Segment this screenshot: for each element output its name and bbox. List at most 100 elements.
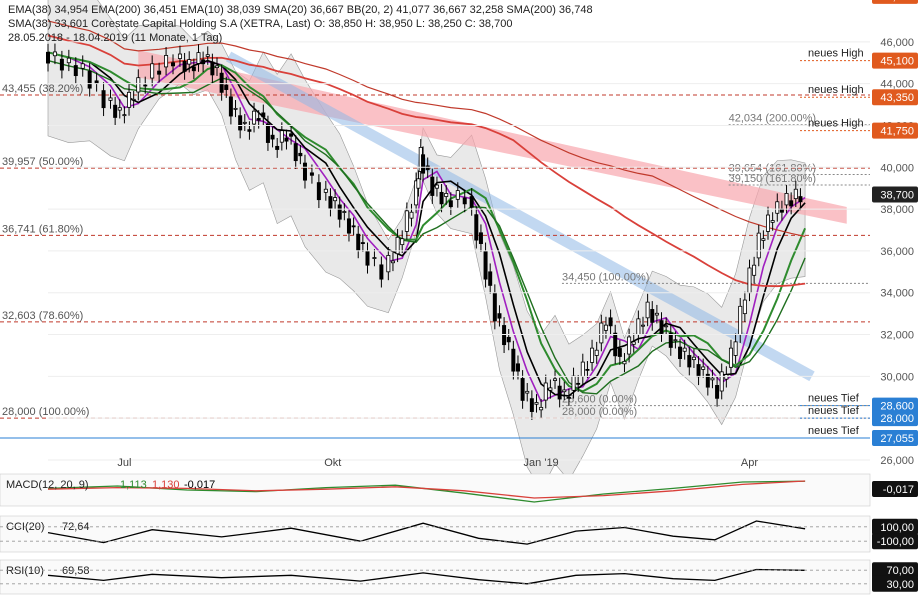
- candle-body: [515, 363, 520, 372]
- candle-body: [469, 196, 474, 208]
- candle-body: [434, 184, 439, 189]
- candle-body: [219, 72, 224, 93]
- candle-body: [448, 200, 453, 208]
- candle-body: [59, 58, 64, 71]
- rsi-panel: RSI(10) 69,58 70,00 30,00: [0, 559, 918, 595]
- fib-level-label: 32,603 (78.60%): [2, 310, 83, 322]
- candle-body: [279, 130, 284, 143]
- y-axis: 26,000 28,000 30,000 32,000 34,000 36,000 38,0…: [48, 37, 914, 467]
- candle-body: [775, 201, 780, 214]
- candle-body: [247, 129, 252, 132]
- candle-body: [622, 360, 627, 365]
- candle-body: [122, 114, 127, 117]
- candle-body: [356, 233, 361, 251]
- candle-body: [52, 51, 57, 57]
- rsi-value: 69,58: [62, 565, 90, 577]
- candle-body: [127, 91, 132, 108]
- price-tag-note: neues Tief: [808, 405, 860, 417]
- fib-extension-label: 34,450 (100.00%): [562, 271, 649, 283]
- y-tick-label: 34,000: [880, 288, 914, 300]
- macd-last-box: [872, 481, 918, 497]
- macd-panel: MACD(12, 20, 9) 1,113 1,130 -0,017 -0,017: [0, 473, 918, 507]
- candle-body: [386, 255, 391, 273]
- cci-threshold-box: [872, 518, 918, 535]
- x-tick-label: Okt: [324, 457, 341, 469]
- candle-body: [351, 225, 356, 228]
- candle-body: [580, 361, 585, 377]
- candle-body: [365, 250, 370, 266]
- candle-body: [631, 341, 636, 345]
- candle-body: [73, 65, 78, 77]
- candle-body: [627, 336, 632, 355]
- candle-body: [205, 54, 210, 57]
- macd-value: -0,017: [184, 479, 215, 491]
- candle-body: [747, 267, 752, 294]
- candle-body: [228, 96, 233, 117]
- candle-body: [506, 336, 511, 343]
- legend-row-1: EMA(38) 34,954 EMA(200) 36,451 EMA(10) 3…: [8, 4, 593, 16]
- sma38-line: [47, 59, 806, 395]
- candle-body: [738, 305, 743, 335]
- candle-body: [511, 348, 516, 372]
- candle-body: [87, 70, 92, 89]
- candle-body: [404, 210, 409, 232]
- candle-body: [733, 341, 738, 356]
- candle-body: [761, 238, 766, 241]
- period-label: 28.05.2018 - 18.04.2019 (11 Monate, 1 Ta…: [8, 32, 222, 44]
- candle-body: [224, 84, 229, 90]
- candle-body: [210, 61, 215, 76]
- candle-body: [557, 385, 562, 400]
- fib-extension-label: 39,150 (161.80%): [729, 173, 816, 185]
- candle-body: [265, 123, 270, 143]
- candle-body: [710, 377, 715, 381]
- candle-body: [414, 180, 419, 206]
- candle-body: [409, 211, 414, 219]
- rsi-threshold-box: [872, 562, 918, 579]
- price-tag-note: neues High: [808, 84, 864, 96]
- candle-body: [756, 232, 761, 259]
- price-tag-value: 28,600: [880, 401, 914, 413]
- price-tags: neues High 48,200 neues High 45,100 neues Hi…: [800, 0, 918, 446]
- x-tick-label: Jul: [117, 457, 131, 469]
- candle-body: [136, 77, 141, 93]
- fib-extension-label: 28,600 (0.00%): [562, 394, 637, 406]
- candle-body: [164, 55, 169, 68]
- candle-body: [284, 137, 289, 142]
- fib-extension-label: 42,034 (200.00%): [729, 113, 816, 125]
- candle-body: [390, 260, 395, 264]
- candle-body: [101, 90, 106, 109]
- candle-body: [80, 63, 85, 69]
- candle-body: [108, 97, 113, 101]
- candle-body: [379, 264, 384, 280]
- candle-body: [590, 347, 595, 363]
- legend: EMA(38) 34,954 EMA(200) 36,451 EMA(10) 3…: [8, 4, 593, 44]
- candle-body: [425, 165, 430, 171]
- candle-body: [117, 107, 122, 111]
- candle-body: [770, 220, 775, 223]
- candle-body: [585, 368, 590, 371]
- y-tick-label: 36,000: [880, 246, 914, 258]
- candle-body: [492, 292, 497, 322]
- candle-body: [474, 214, 479, 241]
- candle-body: [766, 214, 771, 232]
- candle-body: [360, 242, 365, 244]
- x-axis: Jul Okt Jan '19 Apr: [117, 457, 758, 469]
- y-tick-label: 30,000: [880, 371, 914, 383]
- candle-body: [171, 62, 176, 67]
- macd-last-value: -0,017: [883, 484, 914, 496]
- candle-body: [416, 178, 421, 189]
- rsi-threshold-box: [872, 575, 918, 592]
- candle-body: [143, 84, 148, 87]
- cci-threshold-box: [872, 533, 918, 550]
- ema200-line: [47, 34, 806, 288]
- candle-body: [617, 348, 622, 357]
- candle-body: [724, 374, 729, 380]
- candle-body: [673, 339, 678, 342]
- candle-body: [261, 112, 266, 118]
- y-tick-label: 38,000: [880, 204, 914, 216]
- candle-body: [395, 236, 400, 255]
- candle-body: [242, 121, 247, 124]
- candle-body: [233, 107, 238, 110]
- macd-value: 1,113: [120, 479, 147, 491]
